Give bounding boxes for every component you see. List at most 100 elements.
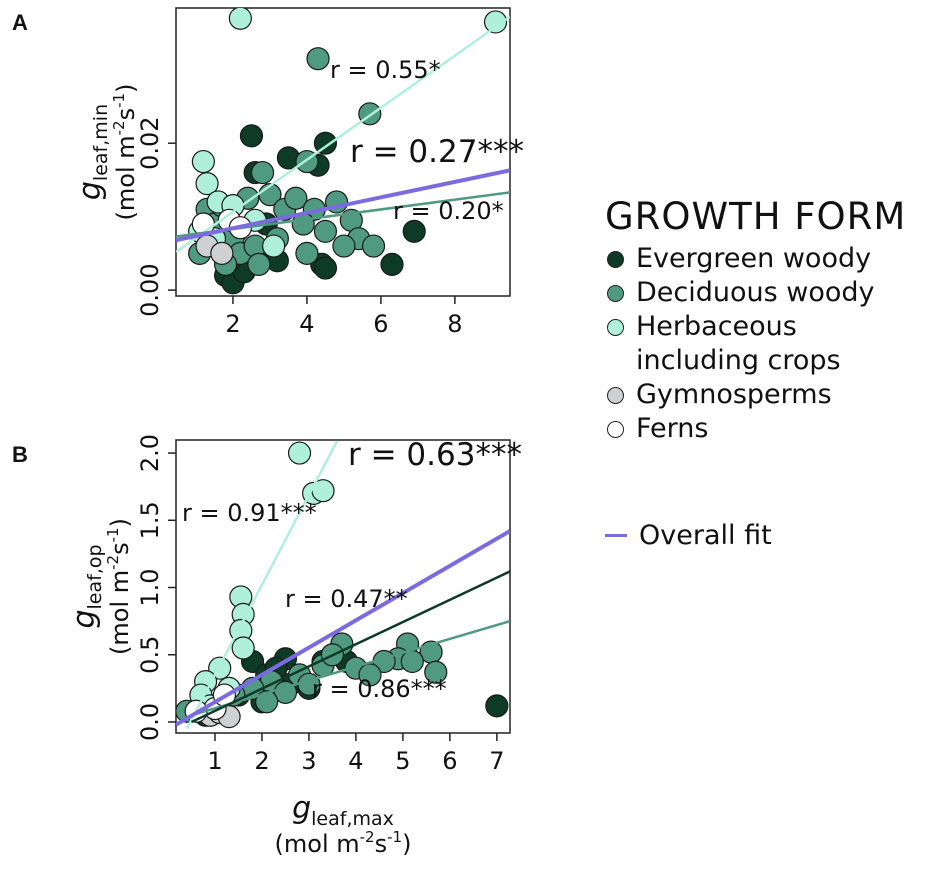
legend-marker (607, 285, 624, 302)
legend-marker (607, 251, 624, 268)
subscript: leaf,op (84, 544, 106, 609)
fit-line (185, 440, 339, 730)
point (313, 131, 338, 155)
panel-label: A (12, 10, 28, 35)
unit-part: s (106, 542, 134, 555)
y-tick-label: 1.0 (136, 568, 164, 606)
points (188, 8, 508, 295)
x-tick-label: 2 (254, 747, 269, 775)
legend-label: Gymnosperms (636, 379, 832, 410)
point (400, 649, 424, 674)
point (255, 690, 279, 714)
point (313, 219, 338, 243)
unit-part: (mol m (275, 830, 360, 858)
correlation-label: r = 0.55* (330, 56, 441, 84)
point (332, 234, 356, 258)
point (228, 8, 252, 30)
y-tick-label: 2.0 (136, 434, 164, 472)
axis-title-symbol: gleaf,op (67, 544, 106, 628)
axis-title-unit: (mol m-2s-1) (104, 518, 134, 655)
y-tick-label: 0.00 (136, 263, 164, 316)
fit-lines (176, 440, 510, 730)
x-tick-label: 1 (207, 747, 222, 775)
unit-part: s (112, 108, 140, 121)
legend-label: Herbaceous including crops (636, 311, 841, 376)
unit-part: (mol m (112, 135, 140, 220)
plot-frame (175, 7, 511, 297)
fit-lines (176, 15, 510, 253)
unit-part: ) (106, 518, 134, 527)
point (247, 252, 271, 277)
axis-title-symbol: gleaf,max (292, 791, 394, 830)
correlation-label: r = 0.27*** (350, 134, 524, 170)
x-tick-label: 8 (447, 310, 462, 338)
correlation-label: r = 0.47** (285, 585, 408, 613)
plot-frame (175, 439, 511, 734)
symbol: g (67, 609, 102, 628)
x-tick-label: 2 (225, 310, 240, 338)
point (231, 636, 255, 660)
legend-entry: Ferns (605, 412, 905, 446)
x-tick-label: 4 (348, 747, 363, 775)
legend-label: Deciduous woody (636, 277, 875, 308)
superscript: -2 (104, 555, 122, 570)
axis-title-unit: (mol m-2s-1) (110, 84, 140, 221)
legend-label: Evergreen woody (636, 243, 872, 274)
symbol: g (73, 181, 108, 200)
point (250, 160, 275, 185)
panel-label: B (12, 442, 28, 467)
legend-fit-line (605, 534, 627, 537)
legend-fit-label: Overall fit (639, 520, 772, 551)
legend-title: GROWTH FORM (605, 195, 907, 238)
point (295, 241, 319, 265)
point (284, 186, 308, 210)
x-tick-label: 6 (373, 310, 388, 338)
point (483, 10, 508, 34)
legend-label: Ferns (636, 413, 709, 444)
superscript: -1 (387, 828, 402, 846)
y-tick-label: 0.0 (136, 703, 164, 741)
fit-line (191, 619, 510, 717)
superscript: -1 (104, 527, 122, 542)
axis-title-unit: (mol m-2s-1) (275, 828, 412, 858)
axis-title: gleaf,min (mol m-2s-1) (73, 84, 140, 221)
unit-part: ) (402, 830, 411, 858)
unit-part: s (375, 830, 388, 858)
unit-part: (mol m (106, 570, 134, 655)
x-tick-label: 3 (301, 747, 316, 775)
point (195, 171, 219, 196)
legend-entries: Evergreen woody Deciduous woody Herbaceous… (605, 242, 935, 446)
correlation-label: r = 0.63*** (348, 437, 522, 473)
legend-entry: Gymnosperms (605, 378, 905, 412)
point (306, 47, 330, 71)
fit-line (176, 529, 510, 727)
fit-line (176, 15, 510, 253)
superscript: -2 (110, 120, 128, 135)
point (402, 219, 426, 243)
legend-entry: Deciduous woody (605, 276, 905, 310)
legend-marker (607, 387, 624, 404)
point (313, 256, 338, 280)
subscript: leaf,min (90, 104, 112, 181)
correlation-label: r = 0.20* (393, 197, 504, 225)
point (358, 663, 382, 687)
point (361, 234, 386, 258)
legend-fit: Overall fit (605, 520, 935, 551)
point (287, 441, 312, 465)
fit-line (190, 570, 510, 724)
x-tick-label: 4 (299, 310, 314, 338)
x-tick-label: 5 (395, 747, 410, 775)
correlation-label: r = 0.91*** (182, 499, 317, 527)
point (424, 660, 448, 684)
symbol: g (292, 791, 311, 826)
point (262, 234, 286, 258)
x-tick-label: 7 (489, 747, 504, 775)
point (210, 241, 234, 265)
legend-entry: Evergreen woody (605, 242, 905, 276)
superscript: -1 (110, 93, 128, 108)
superscript: -2 (360, 828, 375, 846)
axis-title: gleaf,max(mol m-2s-1) (275, 791, 412, 858)
correlation-label: r = 0.86*** (312, 675, 447, 703)
